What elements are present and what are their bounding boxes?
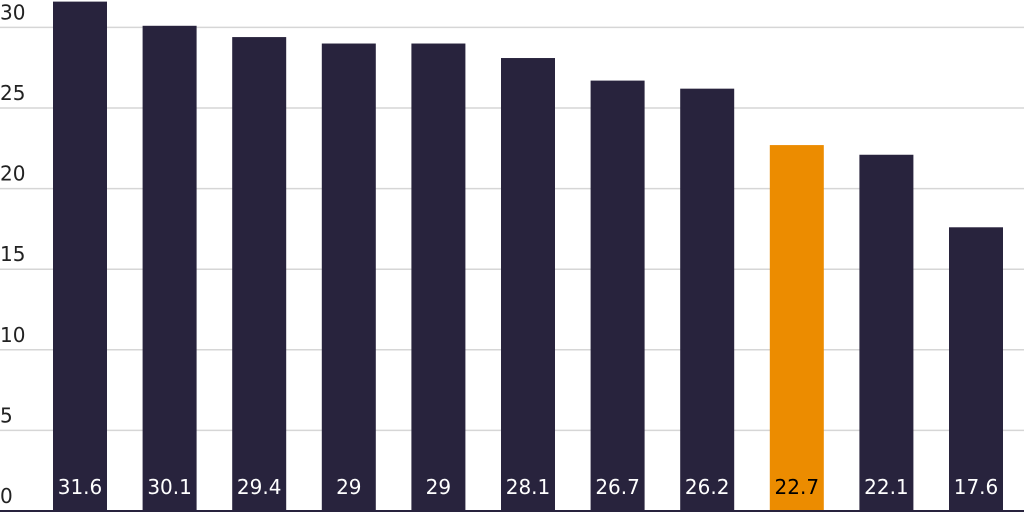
y-tick-label: 20 [0, 162, 25, 186]
bar [321, 43, 376, 512]
value-label: 22.7 [775, 475, 820, 499]
bar [769, 145, 824, 511]
y-tick-label: 10 [0, 323, 25, 347]
y-tick-label: 15 [0, 242, 25, 266]
value-label: 29.4 [237, 475, 282, 499]
bar [501, 58, 555, 511]
value-label: 29 [426, 475, 451, 499]
y-tick-label: 0 [0, 484, 13, 508]
y-tick-label: 30 [0, 0, 25, 24]
bar [411, 43, 466, 512]
value-label: 26.2 [685, 475, 730, 499]
value-label: 22.1 [864, 475, 909, 499]
value-label: 17.6 [954, 475, 999, 499]
value-label: 30.1 [147, 475, 192, 499]
y-tick-label: 25 [0, 81, 25, 105]
y-tick-label: 5 [0, 403, 13, 427]
value-label: 26.7 [595, 475, 640, 499]
bar [859, 154, 914, 511]
bar [949, 227, 1003, 511]
bar [142, 25, 197, 511]
value-label: 28.1 [506, 475, 551, 499]
bar [53, 1, 107, 511]
bar [590, 80, 645, 511]
bar [680, 88, 735, 512]
value-label: 31.6 [58, 475, 103, 499]
value-label: 29 [336, 475, 361, 499]
bar [232, 37, 287, 511]
